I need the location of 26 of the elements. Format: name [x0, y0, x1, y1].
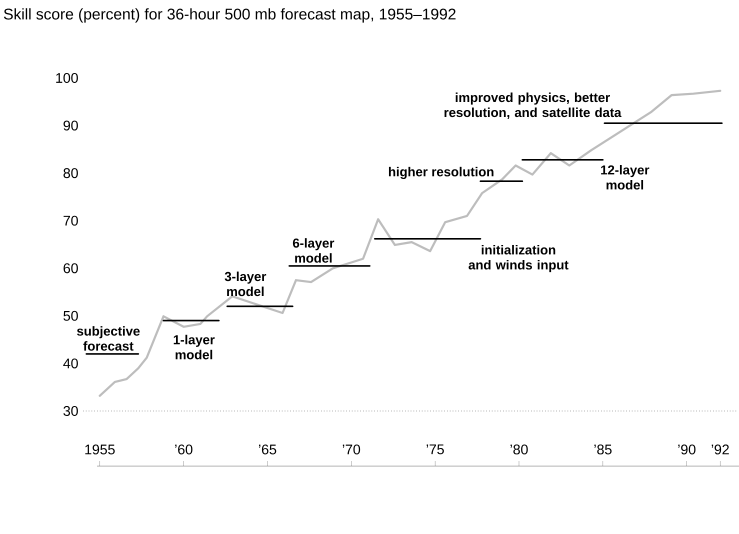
series-label: 3-layer model — [224, 272, 266, 296]
series-label: 1-layer model — [174, 334, 215, 360]
x-tick-label: ’92 — [712, 444, 729, 454]
x-tick-label: ’90 — [678, 444, 696, 454]
x-tick-label: ’60 — [175, 444, 192, 454]
x-tick-label: ’70 — [342, 444, 360, 454]
y-tick-label: 100 — [56, 73, 78, 83]
y-tick-label: 70 — [64, 216, 78, 226]
x-tick-label: 1955 — [85, 444, 115, 454]
x-tick-label: ’85 — [594, 444, 612, 454]
y-tick-label: 80 — [64, 168, 78, 178]
series-label: 6-layer model — [292, 238, 334, 263]
y-tick-label: 30 — [63, 406, 78, 416]
x-tick-label: ’75 — [426, 444, 444, 454]
series-label: improved physics, better resolution, and satellite data — [444, 92, 622, 119]
x-tick-label: ’80 — [510, 444, 528, 454]
y-tick-label: 60 — [64, 263, 78, 274]
series-label: 12-layer model — [601, 165, 650, 190]
chart-title: Skill score (percent) for 36-hour 500 mb forecast map, 1955–1992 — [4, 8, 456, 23]
y-tick-label: 50 — [63, 310, 78, 321]
x-tick-label: ’65 — [258, 444, 276, 454]
y-tick-label: 40 — [63, 358, 78, 368]
series-label: initialization and winds input — [468, 244, 568, 272]
series-label: higher resolution — [388, 166, 494, 180]
series-label: subjective forecast — [77, 326, 140, 351]
y-tick-label: 90 — [64, 120, 78, 131]
